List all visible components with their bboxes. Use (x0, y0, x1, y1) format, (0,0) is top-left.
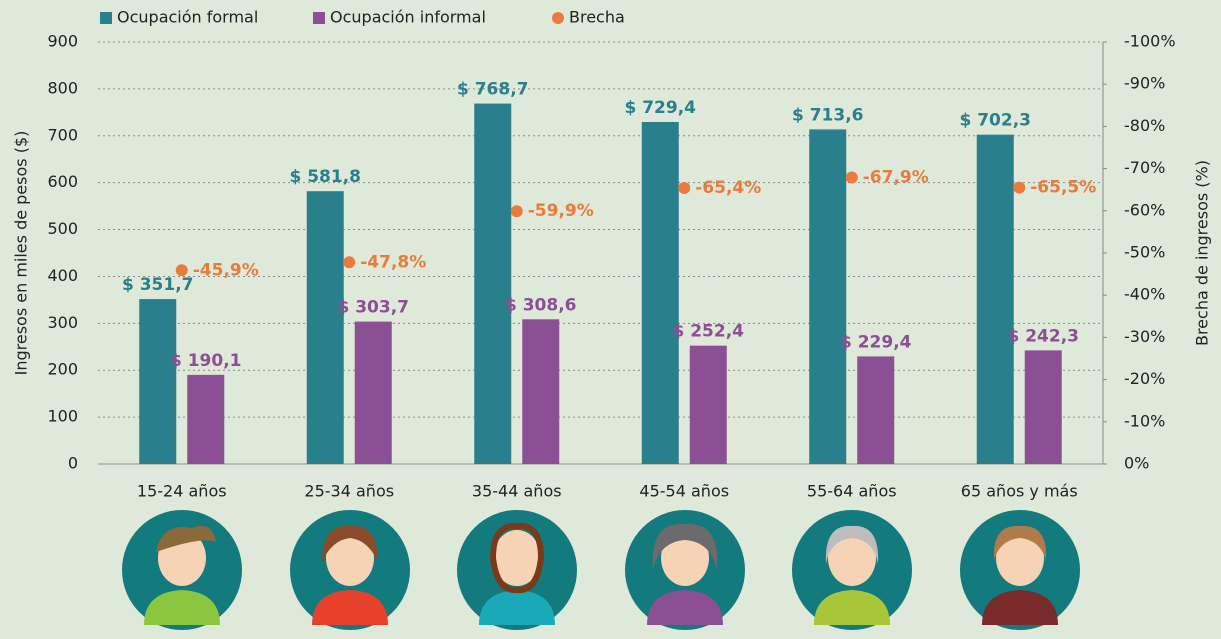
y2-tick-label: -40% (1124, 285, 1165, 304)
y2-tick-label: -90% (1124, 74, 1165, 93)
value-label: $ 713,6 (792, 105, 864, 125)
point (1013, 182, 1025, 194)
bar (307, 191, 344, 464)
legend-marker (313, 12, 325, 24)
legend-marker (100, 12, 112, 24)
value-label: $ 303,7 (337, 298, 409, 318)
bar (857, 356, 894, 464)
y-tick-label: 400 (47, 266, 78, 285)
bar (809, 129, 846, 464)
y2-tick-label: -20% (1124, 369, 1165, 388)
point (343, 256, 355, 268)
y-tick-label: 300 (47, 313, 78, 332)
y-tick-label: 100 (47, 407, 78, 426)
value-label: $ 351,7 (122, 275, 194, 295)
y2-tick-label: -10% (1124, 411, 1165, 430)
x-tick-label: 35-44 años (472, 482, 562, 501)
avatar (960, 510, 1080, 630)
bar (642, 122, 679, 464)
y-tick-label: 200 (47, 360, 78, 379)
value-label: $ 308,6 (505, 295, 577, 315)
x-tick-label: 65 años y más (961, 482, 1078, 501)
y2-tick-label: 0% (1124, 454, 1149, 473)
value-label: $ 242,3 (1007, 326, 1079, 346)
bar (139, 299, 176, 464)
bar (977, 135, 1014, 464)
point (846, 171, 858, 183)
y2-tick-label: -100% (1124, 32, 1176, 51)
bar (522, 319, 559, 464)
legend-label: Ocupación informal (330, 8, 486, 27)
y-tick-label: 500 (47, 219, 78, 238)
y2-tick-label: -50% (1124, 243, 1165, 262)
value-label: -65,5% (1030, 178, 1096, 198)
chart: Ingresos en miles de pesos ($) Brecha de… (0, 0, 1221, 639)
value-label: $ 229,4 (840, 332, 912, 352)
avatar (290, 510, 410, 630)
avatar (625, 510, 745, 630)
value-label: $ 729,4 (624, 98, 696, 118)
y2-tick-label: -80% (1124, 116, 1165, 135)
value-label: $ 581,8 (289, 167, 361, 187)
y2-tick-label: -70% (1124, 158, 1165, 177)
value-label: $ 252,4 (672, 322, 744, 342)
avatar (792, 510, 912, 630)
value-label: -67,9% (863, 167, 929, 187)
y-tick-label: 900 (47, 32, 78, 51)
y-tick-label: 0 (68, 454, 78, 473)
value-label: -47,8% (360, 252, 426, 272)
y2-tick-label: -30% (1124, 327, 1165, 346)
value-label: -45,9% (193, 260, 259, 280)
y2-tick-label: -60% (1124, 200, 1165, 219)
x-tick-label: 45-54 años (639, 482, 729, 501)
legend-marker (552, 12, 564, 24)
point (678, 182, 690, 194)
x-tick-label: 55-64 años (807, 482, 897, 501)
legend-label: Brecha (569, 8, 625, 27)
bar (474, 104, 511, 464)
value-label: $ 768,7 (457, 80, 529, 100)
y-tick-label: 800 (47, 78, 78, 97)
bar (1025, 350, 1062, 464)
y-tick-label: 700 (47, 125, 78, 144)
bar (187, 375, 224, 464)
x-tick-label: 25-34 años (304, 482, 394, 501)
avatar (122, 510, 242, 630)
y2-axis-title: Brecha de ingresos (%) (1193, 160, 1212, 346)
value-label: -59,9% (528, 201, 594, 221)
y-tick-label: 600 (47, 172, 78, 191)
value-label: $ 702,3 (959, 111, 1031, 131)
avatar (457, 510, 577, 630)
value-label: $ 190,1 (170, 351, 242, 371)
y-axis-title: Ingresos en miles de pesos ($) (12, 131, 31, 376)
value-label: -65,4% (695, 178, 761, 198)
point (176, 264, 188, 276)
x-tick-label: 15-24 años (137, 482, 227, 501)
bar (355, 322, 392, 464)
bar (690, 346, 727, 464)
point (511, 205, 523, 217)
legend-label: Ocupación formal (117, 8, 258, 27)
